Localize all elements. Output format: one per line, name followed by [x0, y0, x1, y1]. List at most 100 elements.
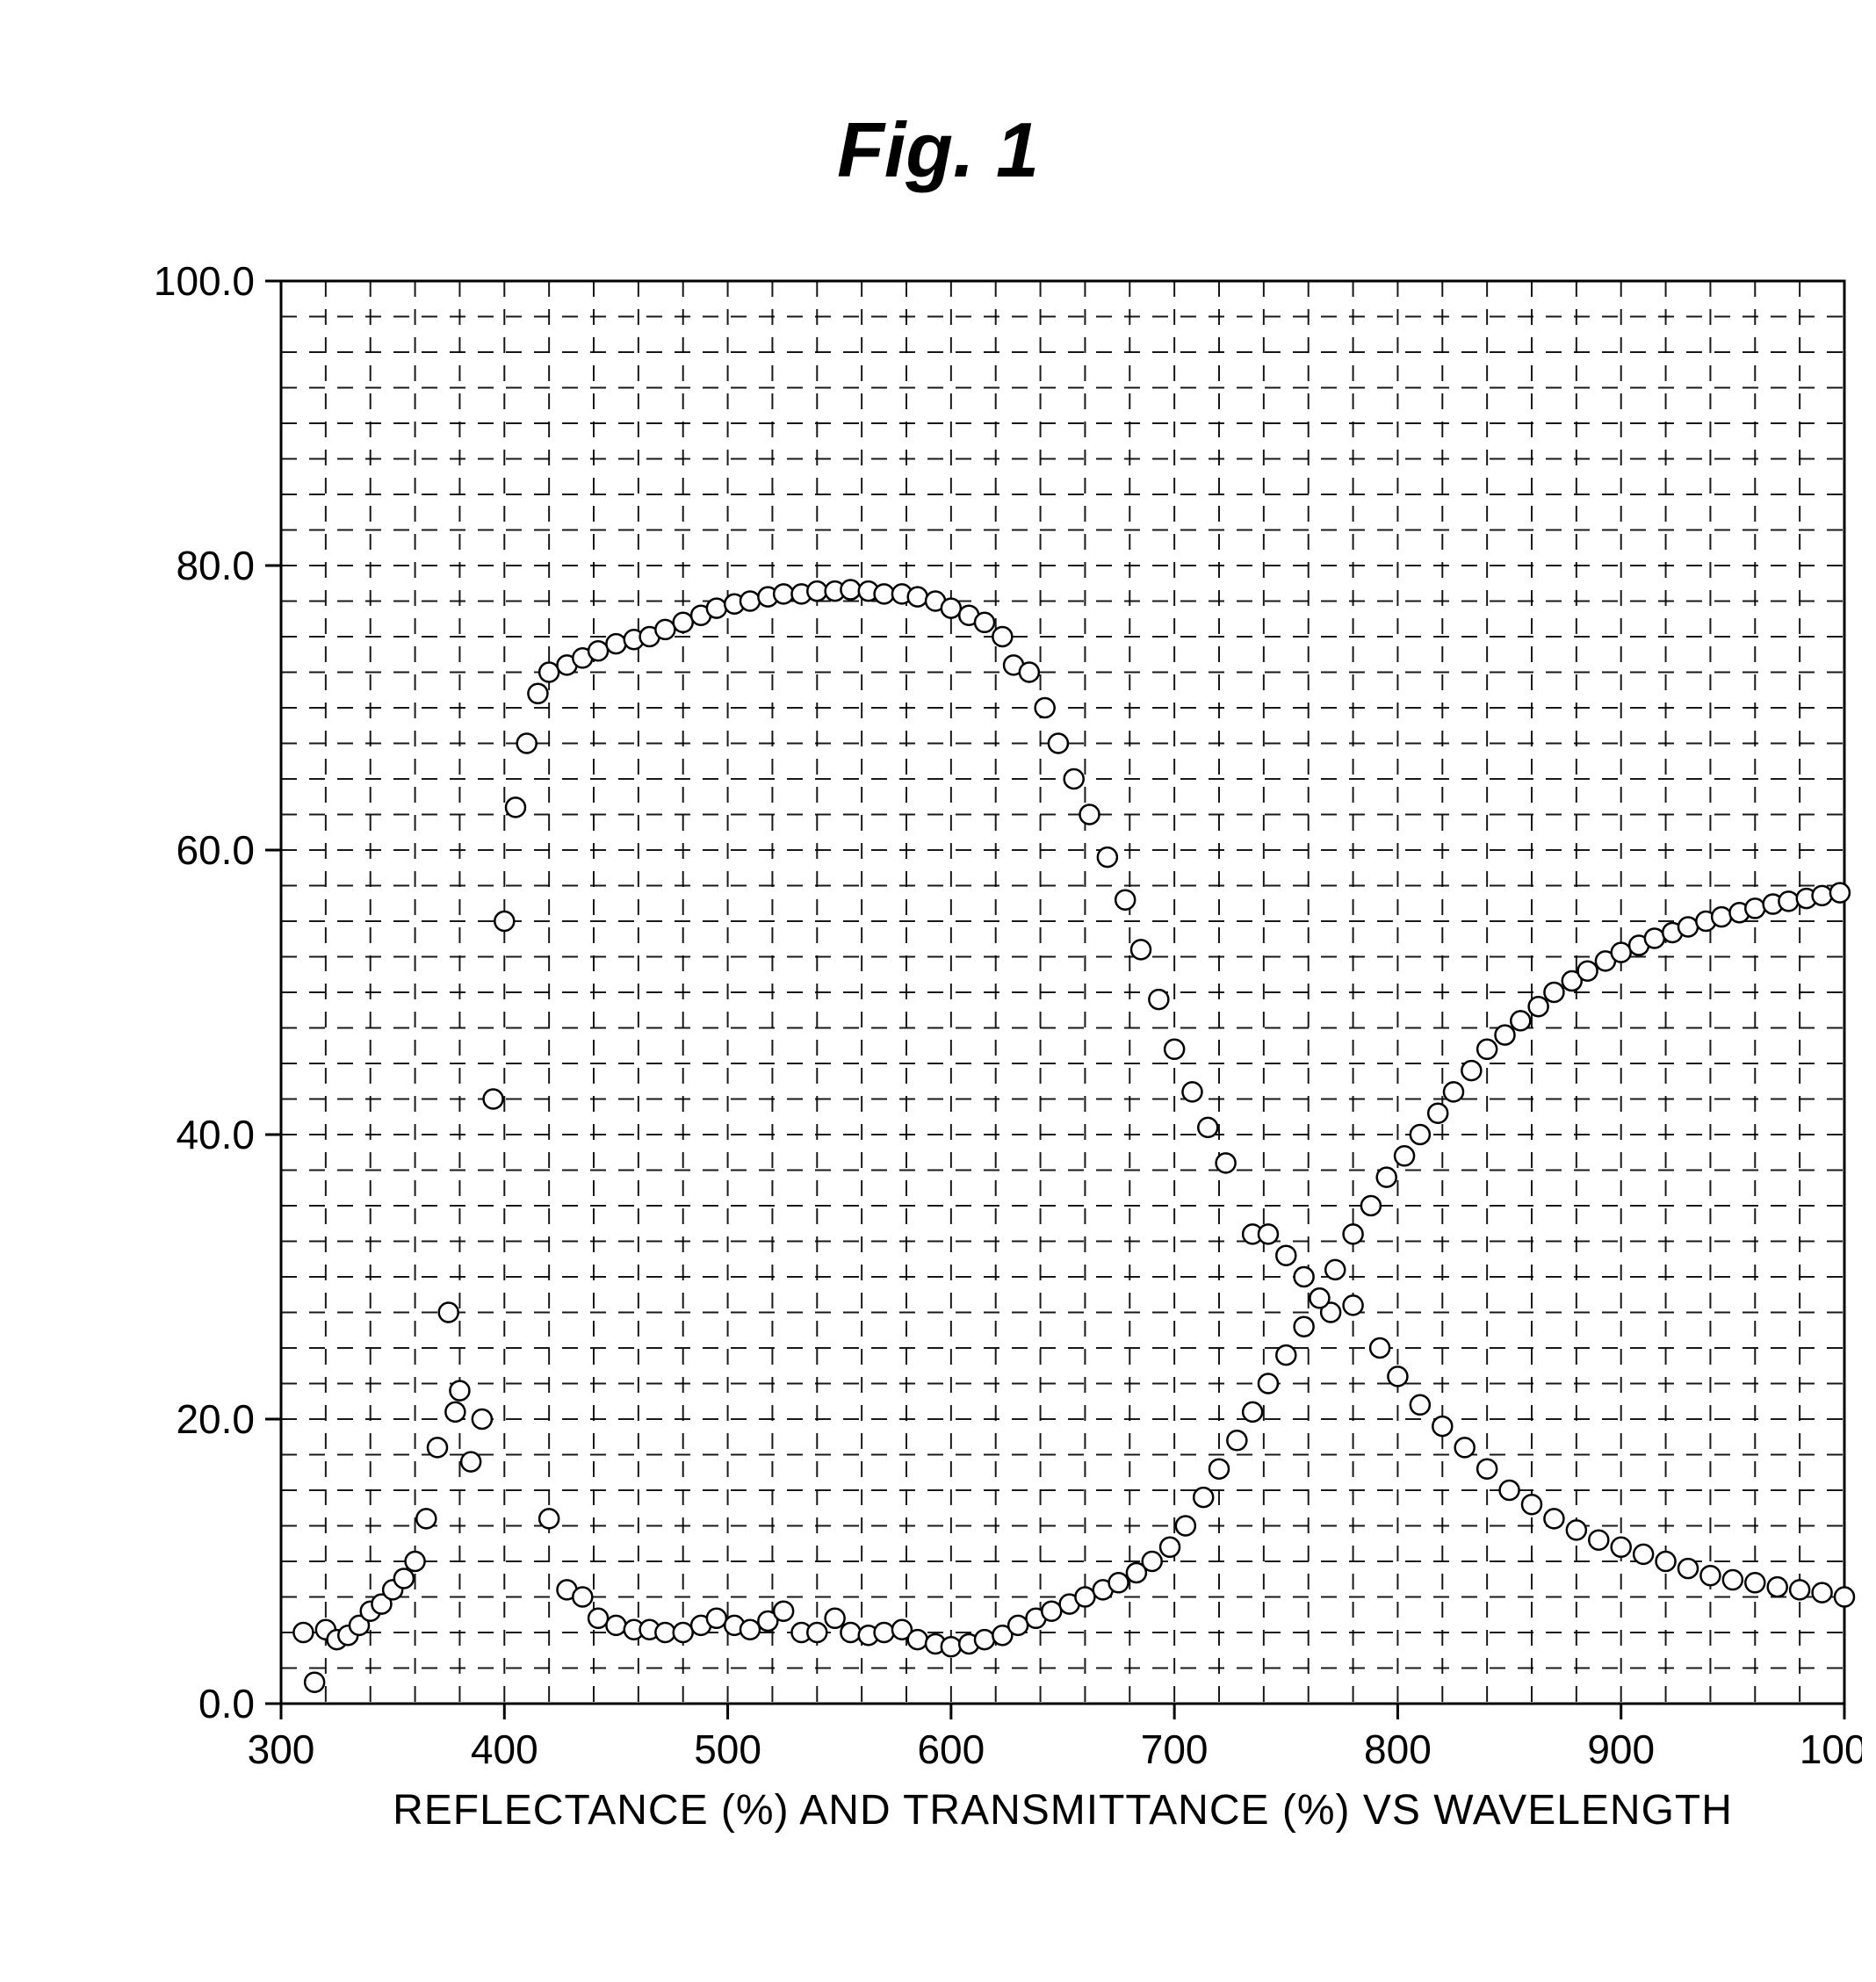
data-point	[1444, 1082, 1463, 1101]
data-point	[740, 592, 760, 611]
data-point	[942, 599, 961, 618]
data-point	[1522, 1495, 1541, 1514]
data-point	[1723, 1570, 1743, 1589]
data-point	[606, 1616, 625, 1635]
data-point	[774, 1602, 793, 1621]
data-point	[1461, 1061, 1481, 1080]
data-point	[674, 1623, 693, 1642]
data-point	[1008, 1616, 1028, 1635]
data-point	[1544, 1509, 1563, 1528]
data-point	[1745, 898, 1764, 918]
data-point	[655, 620, 675, 639]
data-point	[1495, 1026, 1514, 1045]
data-point	[1388, 1366, 1407, 1386]
data-point	[1589, 1531, 1608, 1550]
svg-text:60.0: 60.0	[176, 827, 255, 873]
data-point	[416, 1509, 436, 1528]
svg-text:300: 300	[248, 1726, 315, 1772]
data-point	[992, 627, 1012, 646]
data-point	[528, 684, 547, 703]
svg-text:900: 900	[1587, 1726, 1655, 1772]
data-point	[1325, 1260, 1345, 1279]
svg-text:20.0: 20.0	[176, 1396, 255, 1442]
data-point	[606, 634, 625, 653]
data-point	[445, 1402, 465, 1422]
data-point	[473, 1409, 492, 1429]
data-point	[1395, 1146, 1414, 1165]
data-point	[293, 1623, 313, 1642]
data-point	[1678, 1559, 1698, 1578]
data-point	[1567, 1520, 1586, 1539]
data-point	[394, 1568, 414, 1588]
data-point	[1310, 1288, 1329, 1308]
data-point	[1612, 1538, 1631, 1557]
data-point	[1477, 1459, 1497, 1479]
svg-text:80.0: 80.0	[176, 543, 255, 588]
figure-title: Fig. 1	[0, 105, 1876, 195]
data-point	[494, 912, 514, 931]
data-point	[1768, 1577, 1787, 1596]
svg-text:1000: 1000	[1800, 1726, 1862, 1772]
data-point	[908, 587, 927, 607]
data-point	[1295, 1317, 1314, 1337]
data-point	[1612, 943, 1631, 962]
data-point	[1745, 1573, 1764, 1592]
data-point	[1064, 769, 1084, 789]
data-point	[1656, 1552, 1676, 1571]
data-point	[1344, 1295, 1363, 1315]
svg-text:40.0: 40.0	[176, 1112, 255, 1157]
data-point	[1035, 698, 1055, 717]
data-point	[807, 1623, 826, 1642]
data-point	[1511, 1011, 1530, 1030]
data-point	[1529, 997, 1548, 1016]
data-point	[1176, 1517, 1195, 1536]
data-point	[1276, 1345, 1295, 1365]
data-point	[506, 797, 525, 817]
data-point	[305, 1673, 324, 1692]
data-point	[1377, 1168, 1396, 1187]
data-point	[428, 1438, 447, 1457]
data-point	[1216, 1153, 1236, 1172]
x-axis-caption: REFLECTANCE (%) AND TRANSMITTANCE (%) VS…	[281, 1786, 1844, 1834]
data-point	[1295, 1267, 1314, 1286]
data-point	[1075, 1588, 1094, 1607]
data-point	[1049, 734, 1068, 753]
data-point	[740, 1620, 760, 1640]
data-point	[826, 1609, 845, 1628]
data-point	[1243, 1402, 1262, 1422]
data-point	[1131, 940, 1151, 959]
svg-text:800: 800	[1364, 1726, 1432, 1772]
data-point	[1227, 1431, 1246, 1450]
data-point	[875, 584, 894, 603]
data-point	[1344, 1224, 1363, 1243]
data-point	[841, 580, 860, 600]
data-point	[588, 1609, 608, 1628]
data-point	[539, 1509, 559, 1528]
data-point	[450, 1381, 469, 1401]
data-point	[1259, 1224, 1278, 1243]
svg-text:100.0: 100.0	[154, 263, 255, 304]
data-point	[1779, 891, 1798, 911]
data-point	[1500, 1481, 1519, 1500]
data-point	[539, 663, 559, 682]
data-point	[1790, 1580, 1809, 1599]
data-point	[573, 1588, 592, 1607]
data-point	[1830, 883, 1850, 903]
data-point	[1143, 1552, 1162, 1571]
data-point	[439, 1303, 458, 1323]
data-point	[1259, 1374, 1278, 1394]
data-point	[807, 581, 826, 601]
data-point	[1276, 1246, 1295, 1265]
data-point	[774, 584, 793, 603]
data-point	[1477, 1040, 1497, 1059]
chart-container: 30040050060070080090010000.020.040.060.0…	[132, 263, 1862, 1813]
data-point	[1578, 962, 1598, 981]
data-point	[1182, 1082, 1201, 1101]
data-point	[1813, 1583, 1832, 1603]
data-point	[1411, 1395, 1430, 1415]
svg-text:0.0: 0.0	[198, 1681, 255, 1726]
data-point	[461, 1452, 480, 1472]
data-point	[975, 1630, 994, 1649]
data-point	[1194, 1488, 1213, 1507]
data-point	[1198, 1118, 1217, 1137]
